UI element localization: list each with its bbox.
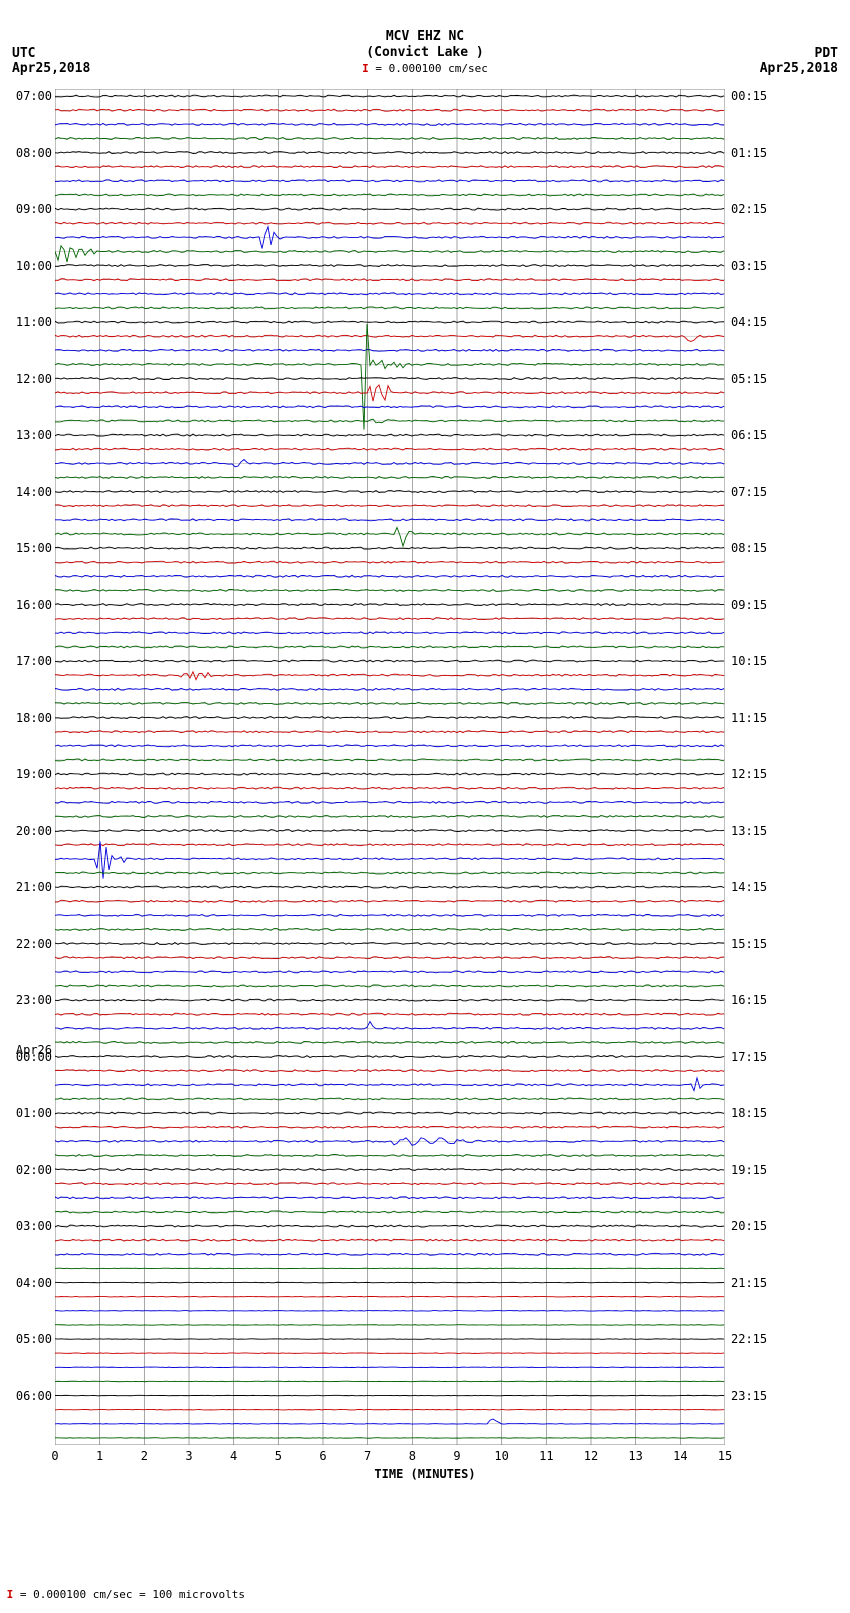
utc-hour-label: 11:00 bbox=[2, 315, 52, 329]
utc-hour-label: 01:00 bbox=[2, 1106, 52, 1120]
utc-hour-label: 15:00 bbox=[2, 541, 52, 555]
utc-hour-label: 10:00 bbox=[2, 259, 52, 273]
date-break-label: Apr26 bbox=[2, 1043, 52, 1057]
pdt-hour-label: 07:15 bbox=[731, 485, 811, 499]
utc-hour-label: 12:00 bbox=[2, 372, 52, 386]
pdt-hour-label: 17:15 bbox=[731, 1050, 811, 1064]
pdt-hour-label: 16:15 bbox=[731, 993, 811, 1007]
footer-scale-text: = 0.000100 cm/sec = 100 microvolts bbox=[20, 1588, 245, 1601]
utc-hour-label: 06:00 bbox=[2, 1389, 52, 1403]
x-tick-label: 13 bbox=[628, 1449, 642, 1463]
station-location: (Convict Lake ) bbox=[0, 45, 850, 61]
x-tick-label: 7 bbox=[364, 1449, 371, 1463]
utc-hour-label: 07:00 bbox=[2, 89, 52, 103]
pdt-hour-label: 10:15 bbox=[731, 654, 811, 668]
tz-right-date: Apr25,2018 bbox=[760, 61, 838, 76]
utc-hour-label: 04:00 bbox=[2, 1276, 52, 1290]
x-tick-label: 9 bbox=[453, 1449, 460, 1463]
x-tick-label: 5 bbox=[275, 1449, 282, 1463]
pdt-hour-label: 05:15 bbox=[731, 372, 811, 386]
x-tick-label: 1 bbox=[96, 1449, 103, 1463]
x-tick-label: 3 bbox=[185, 1449, 192, 1463]
station-id: MCV EHZ NC bbox=[0, 29, 850, 45]
pdt-hour-label: 08:15 bbox=[731, 541, 811, 555]
scale-label: = 0.000100 cm/sec bbox=[375, 62, 488, 75]
x-tick-label: 12 bbox=[584, 1449, 598, 1463]
x-axis-label: TIME (MINUTES) bbox=[0, 1467, 850, 1481]
x-tick-label: 8 bbox=[409, 1449, 416, 1463]
utc-hour-label: 02:00 bbox=[2, 1163, 52, 1177]
utc-hour-label: 16:00 bbox=[2, 598, 52, 612]
pdt-hour-label: 01:15 bbox=[731, 146, 811, 160]
utc-hour-label: 20:00 bbox=[2, 824, 52, 838]
pdt-hour-label: 15:15 bbox=[731, 937, 811, 951]
utc-hour-label: 13:00 bbox=[2, 428, 52, 442]
right-timezone: PDT Apr25,2018 bbox=[760, 46, 838, 76]
utc-hour-label: 21:00 bbox=[2, 880, 52, 894]
footer-scale: I = 0.000100 cm/sec = 100 microvolts bbox=[0, 1588, 245, 1601]
pdt-hour-label: 09:15 bbox=[731, 598, 811, 612]
pdt-hour-label: 23:15 bbox=[731, 1389, 811, 1403]
pdt-hour-label: 21:15 bbox=[731, 1276, 811, 1290]
utc-hour-label: 05:00 bbox=[2, 1332, 52, 1346]
pdt-hour-label: 18:15 bbox=[731, 1106, 811, 1120]
pdt-hour-label: 02:15 bbox=[731, 202, 811, 216]
utc-hour-label: 03:00 bbox=[2, 1219, 52, 1233]
x-tick-label: 10 bbox=[494, 1449, 508, 1463]
pdt-hour-label: 03:15 bbox=[731, 259, 811, 273]
utc-hour-label: 17:00 bbox=[2, 654, 52, 668]
seismogram-plot bbox=[55, 89, 725, 1445]
seismogram-container: MCV EHZ NC (Convict Lake ) I = 0.000100 … bbox=[0, 0, 850, 1613]
pdt-hour-label: 20:15 bbox=[731, 1219, 811, 1233]
utc-hour-label: 14:00 bbox=[2, 485, 52, 499]
utc-hour-label: 09:00 bbox=[2, 202, 52, 216]
left-timezone: UTC Apr25,2018 bbox=[12, 46, 90, 76]
utc-hour-label: 08:00 bbox=[2, 146, 52, 160]
x-tick-label: 14 bbox=[673, 1449, 687, 1463]
x-tick-label: 11 bbox=[539, 1449, 553, 1463]
pdt-hour-label: 11:15 bbox=[731, 711, 811, 725]
tz-left-zone: UTC bbox=[12, 46, 90, 61]
pdt-hour-label: 19:15 bbox=[731, 1163, 811, 1177]
utc-hour-label: 19:00 bbox=[2, 767, 52, 781]
pdt-hour-label: 12:15 bbox=[731, 767, 811, 781]
pdt-hour-label: 06:15 bbox=[731, 428, 811, 442]
pdt-hour-label: 13:15 bbox=[731, 824, 811, 838]
footer-scale-bar-icon: I bbox=[7, 1588, 14, 1601]
x-tick-label: 2 bbox=[141, 1449, 148, 1463]
footer-prefix bbox=[0, 1588, 7, 1601]
x-tick-label: 6 bbox=[319, 1449, 326, 1463]
pdt-hour-label: 22:15 bbox=[731, 1332, 811, 1346]
pdt-hour-label: 00:15 bbox=[731, 89, 811, 103]
utc-hour-label: 23:00 bbox=[2, 993, 52, 1007]
pdt-hour-label: 04:15 bbox=[731, 315, 811, 329]
center-scale: I = 0.000100 cm/sec bbox=[0, 62, 850, 75]
x-tick-label: 0 bbox=[51, 1449, 58, 1463]
scale-bar-icon: I bbox=[362, 62, 369, 75]
x-tick-label: 15 bbox=[718, 1449, 732, 1463]
x-tick-label: 4 bbox=[230, 1449, 237, 1463]
tz-right-zone: PDT bbox=[760, 46, 838, 61]
pdt-hour-label: 14:15 bbox=[731, 880, 811, 894]
utc-hour-label: 22:00 bbox=[2, 937, 52, 951]
header: MCV EHZ NC (Convict Lake ) bbox=[0, 29, 850, 60]
tz-left-date: Apr25,2018 bbox=[12, 61, 90, 76]
utc-hour-label: 18:00 bbox=[2, 711, 52, 725]
